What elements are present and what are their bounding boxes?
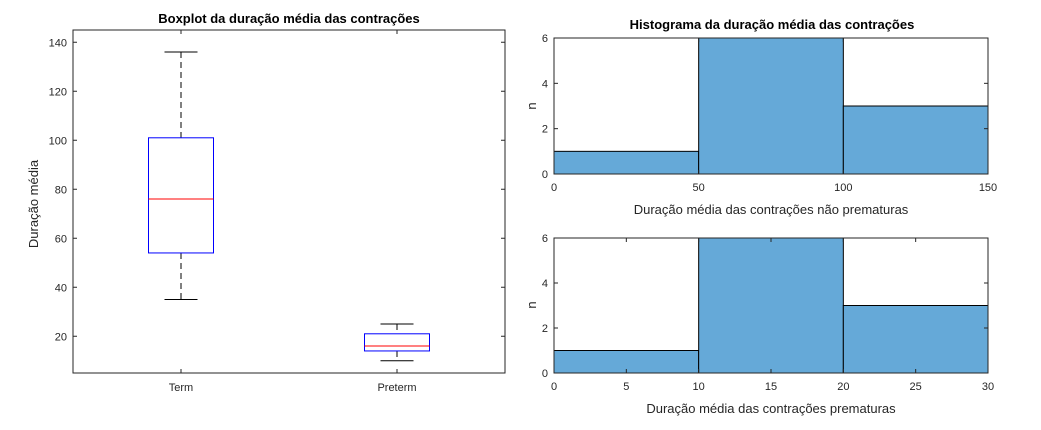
histogram-bottom-panel: n Duração média das contrações prematura… xyxy=(524,233,994,416)
boxplot-axes-frame xyxy=(72,29,506,374)
histogram-bottom-x-tick-label: 5 xyxy=(623,381,629,393)
box-term xyxy=(148,137,214,254)
histogram-top-x-tick-label: 150 xyxy=(979,182,997,194)
histogram-bottom-axes-frame xyxy=(553,237,989,374)
histogram-top-x-tick-label: 50 xyxy=(693,182,705,194)
histogram-bottom-x-tick-label: 25 xyxy=(910,381,922,393)
boxplot-y-tick-label: 100 xyxy=(49,135,67,147)
histogram-bottom-x-tick-label: 30 xyxy=(982,381,994,393)
histogram-top-y-tick-label: 2 xyxy=(542,124,548,136)
boxplot-y-tick-label: 120 xyxy=(49,86,67,98)
boxplot-y-tick-label: 80 xyxy=(55,184,67,196)
histogram-title: Histograma da duração média das contraçõ… xyxy=(630,17,915,32)
boxplot-y-tick-label: 40 xyxy=(55,282,67,294)
box-preterm xyxy=(364,333,430,352)
histogram-top-bar xyxy=(698,37,844,175)
histogram-bottom-bar xyxy=(842,305,989,374)
histogram-bottom-y-axis-label: n xyxy=(524,301,539,308)
histogram-top-axes-frame xyxy=(553,37,989,175)
histogram-top-bar xyxy=(842,105,989,175)
histogram-top-x-axis-label: Duração média das contrações não prematu… xyxy=(634,202,909,217)
boxplot-y-tick-label: 60 xyxy=(55,233,67,245)
histogram-top-y-tick-label: 6 xyxy=(542,33,548,45)
histogram-top-panel: Histograma da duração média das contraçõ… xyxy=(524,17,997,217)
histogram-top-x-tick-label: 0 xyxy=(551,182,557,194)
histogram-bottom-x-tick-label: 0 xyxy=(551,381,557,393)
histogram-bottom-x-tick-label: 15 xyxy=(765,381,777,393)
boxplot-title: Boxplot da duração média das contrações xyxy=(158,11,420,26)
histogram-bottom-y-tick-label: 0 xyxy=(542,368,548,380)
boxplot-y-tick-label: 20 xyxy=(55,331,67,343)
histogram-top-y-tick-label: 4 xyxy=(542,78,548,90)
histogram-bottom-y-tick-label: 4 xyxy=(542,278,548,290)
boxplot-panel: Boxplot da duração média das contrações … xyxy=(26,11,506,394)
histogram-top-x-tick-label: 100 xyxy=(834,182,852,194)
histogram-top-y-tick-label: 0 xyxy=(542,169,548,181)
boxplot-x-tick-label: Preterm xyxy=(377,382,416,394)
boxplot-y-tick-label: 140 xyxy=(49,37,67,49)
histogram-bottom-x-tick-label: 10 xyxy=(693,381,705,393)
histogram-top-bar xyxy=(553,150,700,175)
histogram-bottom-x-axis-label: Duração média das contrações prematuras xyxy=(646,401,896,416)
histogram-bottom-y-tick-label: 6 xyxy=(542,233,548,245)
histogram-bottom-bar xyxy=(698,237,844,374)
histogram-top-y-axis-label: n xyxy=(524,102,539,109)
histogram-bottom-y-tick-label: 2 xyxy=(542,323,548,335)
boxplot-x-tick-label: Term xyxy=(169,382,193,394)
boxplot-y-axis-label: Duração média xyxy=(26,159,41,248)
histogram-bottom-x-tick-label: 20 xyxy=(837,381,849,393)
